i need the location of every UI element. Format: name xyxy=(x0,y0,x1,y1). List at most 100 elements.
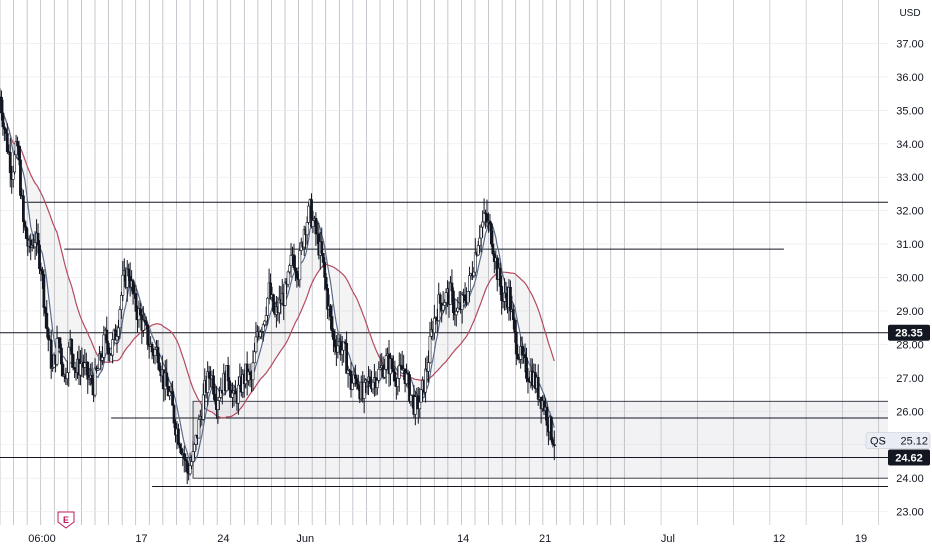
y-tick-label: 34.00 xyxy=(896,139,924,151)
candle-down xyxy=(294,267,297,272)
candle-up xyxy=(254,336,258,353)
candle-up xyxy=(102,334,106,358)
candle-up xyxy=(33,242,37,248)
candle-down xyxy=(21,195,25,222)
candle-down xyxy=(71,354,75,368)
candle-down xyxy=(438,294,442,304)
candle-up xyxy=(266,297,270,316)
candle-up xyxy=(289,254,293,266)
candle-up xyxy=(115,336,119,341)
candle-down xyxy=(545,406,549,426)
candle-down xyxy=(90,375,94,385)
candle-up xyxy=(307,205,310,223)
candle-down xyxy=(511,309,515,321)
candle-up xyxy=(479,226,483,239)
candle-down xyxy=(23,221,27,228)
earnings-marker-icon[interactable] xyxy=(57,511,75,529)
candle-up xyxy=(191,451,195,462)
candle-down xyxy=(43,307,47,314)
x-tick-label: 19 xyxy=(855,533,867,545)
candle-down xyxy=(368,376,372,385)
time-axis[interactable]: 06:001724Jun1421Jul121926 xyxy=(0,525,932,550)
candle-up xyxy=(251,362,255,381)
candle-down xyxy=(1,112,5,128)
candle-down xyxy=(525,357,528,379)
candle-down xyxy=(514,331,518,355)
candle-down xyxy=(333,339,337,348)
x-tick-label: Jul xyxy=(661,533,675,545)
candle-up xyxy=(473,252,477,273)
candle-up xyxy=(118,309,122,329)
qs-marker-separator: - xyxy=(882,436,886,448)
candle-up xyxy=(377,368,381,381)
candle-down xyxy=(551,439,555,445)
candle-up xyxy=(153,349,157,356)
candle-up xyxy=(419,389,423,403)
candle-up xyxy=(375,380,379,389)
x-tick-label: 06:00 xyxy=(28,533,56,545)
candle-down xyxy=(451,290,455,313)
qs-marker-box[interactable] xyxy=(865,432,931,450)
candle-down xyxy=(272,294,275,312)
candle-up xyxy=(342,341,346,351)
y-tick-label: 29.00 xyxy=(896,306,924,318)
candle-down xyxy=(450,282,454,292)
candle-up xyxy=(193,444,196,452)
candle-up xyxy=(263,320,267,326)
candle-up xyxy=(119,294,123,310)
candle-down xyxy=(49,339,53,369)
x-tick-label: 24 xyxy=(217,533,229,545)
x-tick-label: 17 xyxy=(135,533,147,545)
candle-down xyxy=(61,363,65,377)
candle-up xyxy=(424,368,427,393)
candle-up xyxy=(454,310,458,316)
candle-down xyxy=(520,346,524,356)
price-axis[interactable]: USD 23.0024.0025.0026.0027.0028.0029.003… xyxy=(888,0,932,550)
candle-up xyxy=(396,378,400,387)
candle-up xyxy=(13,154,17,173)
y-tick-label: 28.00 xyxy=(896,339,924,351)
candle-down xyxy=(134,293,138,312)
candle-up xyxy=(305,222,309,236)
candle-down xyxy=(42,274,46,308)
candle-down xyxy=(60,347,63,365)
candle-up xyxy=(351,382,354,390)
candle-down xyxy=(500,286,504,301)
candle-up xyxy=(197,419,201,439)
x-tick-label: 12 xyxy=(773,533,785,545)
candle-up xyxy=(190,461,193,467)
candle-up xyxy=(288,265,291,273)
candle-up xyxy=(231,392,234,398)
candle-up xyxy=(383,369,387,378)
y-tick-label: 24.00 xyxy=(896,473,924,485)
candle-up xyxy=(481,221,485,228)
qs-marker[interactable]: QS- 25.12 xyxy=(865,432,931,450)
x-tick-label: Jun xyxy=(296,533,314,545)
candle-up xyxy=(432,317,436,333)
y-tick-label: 31.00 xyxy=(896,239,924,251)
candle-up xyxy=(96,368,100,371)
candle-up xyxy=(427,362,430,372)
candle-down xyxy=(4,128,8,134)
price-badges: 28.35 24.62 xyxy=(888,324,930,466)
candle-down xyxy=(106,342,110,355)
candle-down xyxy=(463,294,467,302)
candle-up xyxy=(236,384,240,404)
candle-down xyxy=(488,220,492,224)
candle-up xyxy=(79,363,82,376)
price-badge-label: 28.35 xyxy=(895,328,923,340)
candles xyxy=(0,88,556,485)
candle-down xyxy=(355,378,359,385)
candle-down xyxy=(2,126,6,130)
y-tick-label: 32.00 xyxy=(896,206,924,218)
earnings-marker[interactable]: E xyxy=(57,511,75,529)
candle-up xyxy=(468,275,471,292)
candle-down xyxy=(41,270,44,275)
candle-down xyxy=(24,226,28,239)
candle-up xyxy=(476,245,480,256)
candle-down xyxy=(0,96,3,114)
candle-up xyxy=(121,274,125,296)
y-tick-label: 30.00 xyxy=(896,273,924,285)
qs-marker-price: 25.12 xyxy=(900,436,928,448)
